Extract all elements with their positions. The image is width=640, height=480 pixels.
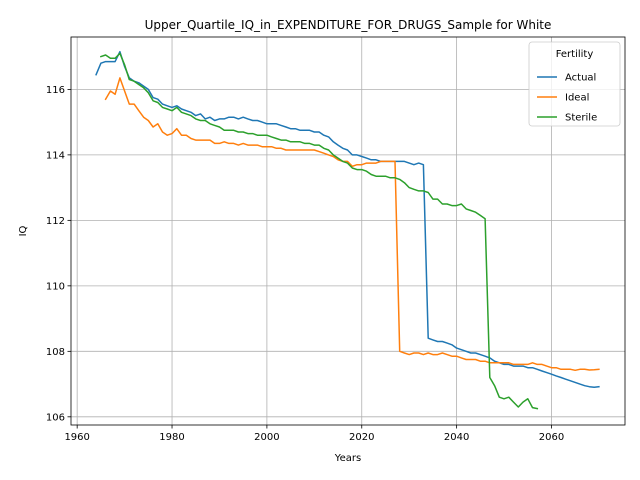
series-line-sterile (99, 52, 539, 410)
legend-box (528, 41, 621, 127)
x-tick-label: 2040 (444, 432, 469, 443)
legend-label-actual: Actual (565, 73, 596, 84)
y-tick-label: 114 (46, 150, 65, 161)
legend-title: Fertility (556, 49, 594, 60)
chart-title: Upper_Quartile_IQ_in_EXPENDITURE_FOR_DRU… (145, 18, 552, 32)
x-axis-label: Years (334, 453, 361, 464)
x-tick-label: 1960 (64, 432, 89, 443)
series-lines (95, 50, 600, 410)
y-tick-label: 116 (46, 85, 65, 96)
series-line-actual (95, 50, 600, 389)
y-tick-label: 108 (46, 347, 65, 358)
x-tick-label: 2000 (254, 432, 279, 443)
legend-label-ideal: Ideal (565, 93, 589, 104)
x-tick-label: 2020 (349, 432, 374, 443)
x-tick-label: 1980 (159, 432, 184, 443)
axis-ticks: 1960 1980 2000 2020 2040 2060 106 108 110 112 114 1… (46, 85, 564, 443)
y-tick-label: 112 (46, 216, 65, 227)
legend: Fertility Actual Ideal Sterile (528, 41, 621, 127)
legend-items: Actual Ideal Sterile (537, 73, 597, 124)
series-line-ideal (104, 77, 600, 372)
y-tick-label: 106 (46, 412, 65, 423)
grid (71, 37, 625, 425)
x-tick-label: 2060 (539, 432, 564, 443)
legend-label-sterile: Sterile (565, 113, 597, 124)
y-tick-label: 110 (46, 281, 65, 292)
plot-frame (70, 36, 626, 426)
y-axis-label: IQ (18, 225, 29, 236)
